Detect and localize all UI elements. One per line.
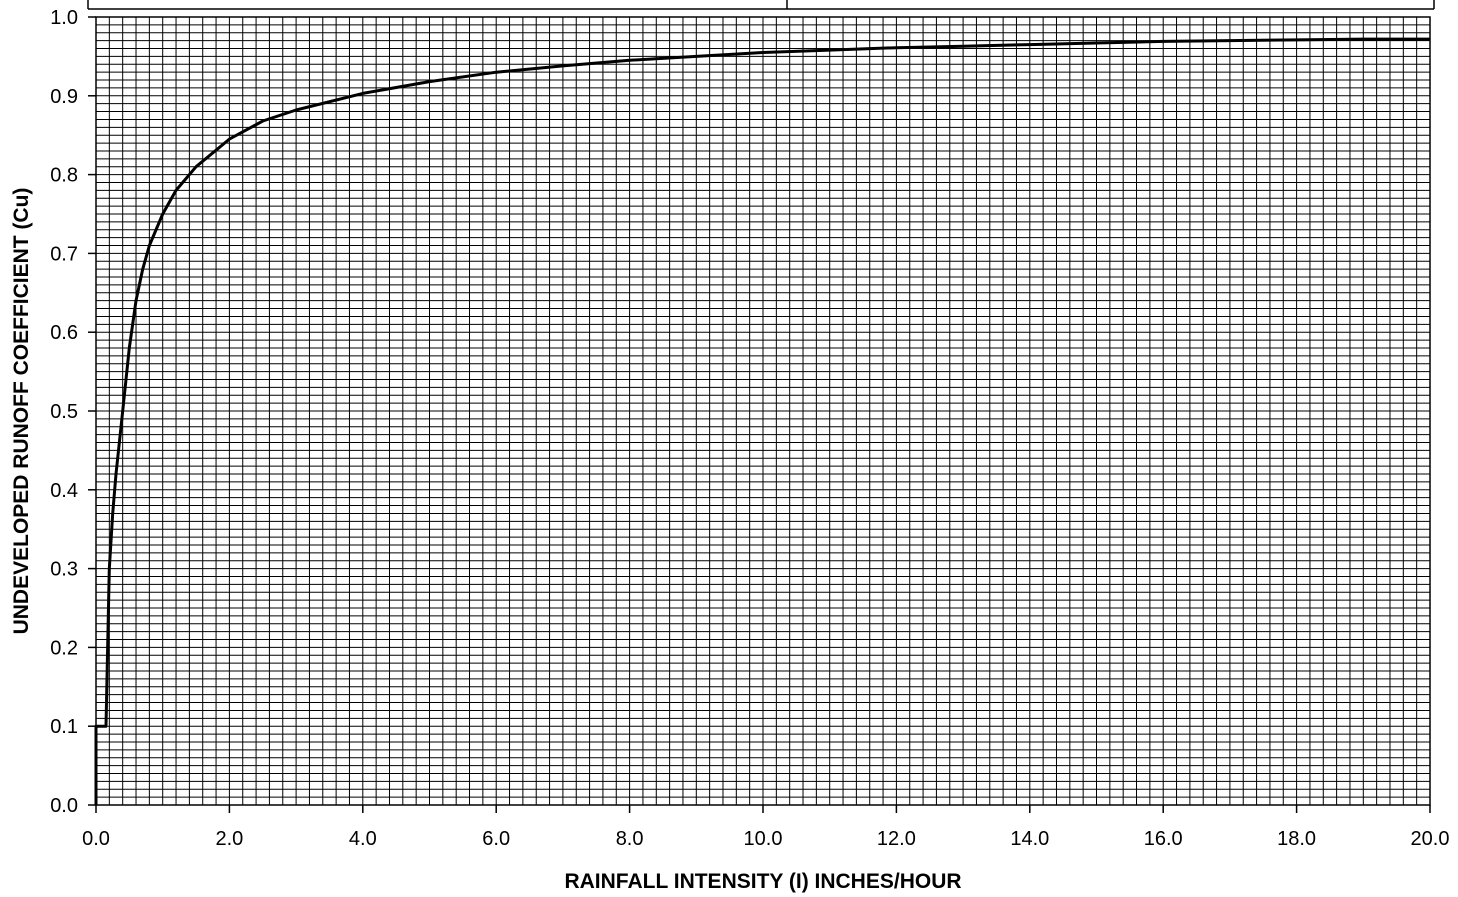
y-tick-label: 0.8 [50,165,78,187]
y-tick-label: 0.5 [50,401,78,423]
x-tick-label: 20.0 [1411,828,1450,850]
y-tick-label: 0.7 [50,243,78,265]
y-axis-ticks: 0.0 0.1 0.2 0.3 0.4 0.5 0.6 0.7 0.8 0.9 1.0 [50,7,96,817]
y-tick-label: 0.3 [50,559,78,581]
x-tick-label: 4.0 [349,828,377,850]
x-tick-label: 0.0 [82,828,110,850]
y-tick-label: 0.2 [50,637,78,659]
y-axis-title: UNDEVELOPED RUNOFF COEFFICIENT (Cu) [10,188,33,635]
y-tick-label: 0.9 [50,86,78,108]
x-tick-label: 8.0 [616,828,644,850]
x-tick-label: 16.0 [1144,828,1183,850]
y-tick-label: 0.6 [50,322,78,344]
x-axis-ticks: 0.0 2.0 4.0 6.0 8.0 10.0 12.0 14.0 16.0 18.0 20.0 [82,805,1449,850]
x-tick-label: 18.0 [1277,828,1316,850]
x-tick-label: 6.0 [482,828,510,850]
x-tick-label: 12.0 [877,828,916,850]
y-tick-label: 0.4 [50,480,78,502]
grid [95,16,1431,806]
runoff-curve [94,37,1430,805]
y-tick-label: 0.0 [50,795,78,817]
y-tick-label: 1.0 [50,7,78,29]
header-box [87,0,1435,10]
x-tick-label: 10.0 [744,828,783,850]
x-tick-label: 14.0 [1010,828,1049,850]
y-tick-label: 0.1 [50,716,78,738]
x-tick-label: 2.0 [215,828,243,850]
x-axis-title: RAINFALL INTENSITY (I) INCHES/HOUR [564,870,961,893]
